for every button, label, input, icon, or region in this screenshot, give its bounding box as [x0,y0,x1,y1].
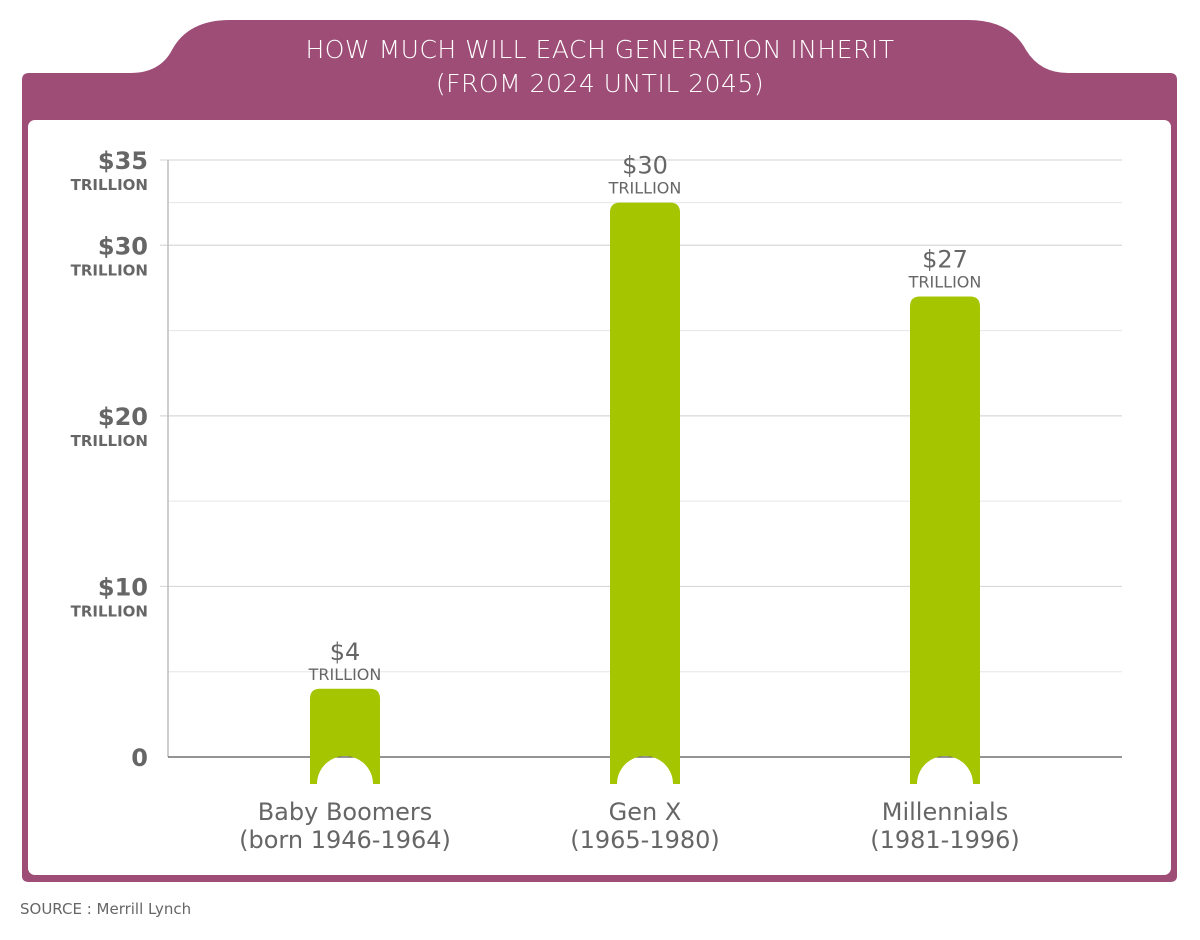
y-tick-label: $20 [98,403,148,431]
source-note: SOURCE : Merrill Lynch [20,900,192,918]
x-category-sublabel: (born 1946-1964) [239,826,451,854]
bar-value-label: $27 [922,245,968,273]
chart-panel [28,120,1171,875]
x-category-label: Baby Boomers [258,798,433,826]
y-tick-unit: TRILLION [71,261,148,279]
y-tick-label: $35 [98,147,148,175]
y-tick-label: $30 [98,232,148,260]
chart-title-line1: HOW MUCH WILL EACH GENERATION INHERIT [305,35,895,64]
bar-gen-x [610,202,680,785]
bar-value-label: $30 [622,152,668,180]
x-category-label: Gen X [609,798,682,826]
y-tick-label: $10 [98,573,148,601]
bar-baby-boomers [310,688,380,784]
bar-millennials [910,296,980,784]
x-category-sublabel: (1981-1996) [870,826,1020,854]
bar-value-unit: TRILLION [908,272,982,291]
x-category-sublabel: (1965-1980) [570,826,720,854]
y-tick-unit: TRILLION [71,602,148,620]
chart-title-line2: (FROM 2024 UNTIL 2045) [435,69,765,98]
y-tick-label: 0 [131,744,148,772]
y-tick-unit: TRILLION [71,176,148,194]
bar-value-unit: TRILLION [308,665,382,684]
bar-value-unit: TRILLION [608,179,682,198]
y-tick-unit: TRILLION [71,432,148,450]
bar-value-label: $4 [330,638,361,666]
x-category-label: Millennials [882,798,1008,826]
